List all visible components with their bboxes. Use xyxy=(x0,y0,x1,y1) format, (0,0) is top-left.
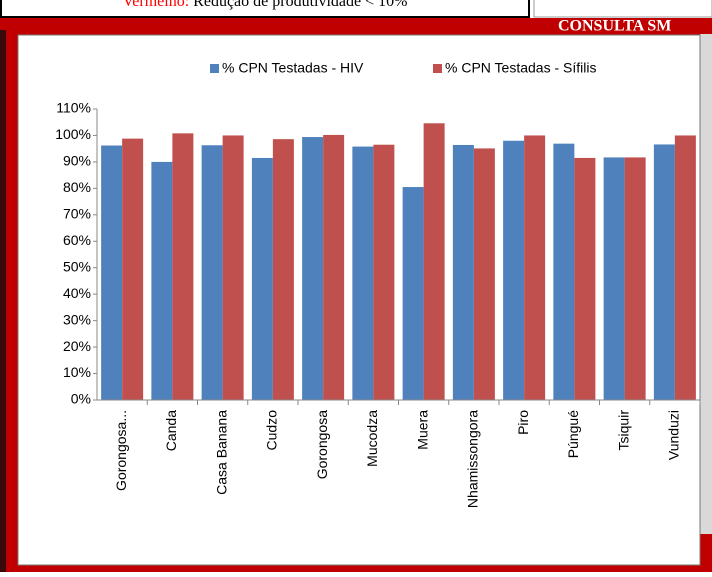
bar xyxy=(674,135,696,401)
y-tick-label: 110% xyxy=(56,100,91,116)
bar xyxy=(402,187,424,400)
bar xyxy=(473,148,495,400)
bar xyxy=(222,135,244,401)
y-tick-label: 40% xyxy=(63,285,91,301)
x-tick-label: Gorongosa xyxy=(314,410,330,479)
y-tick-label: 70% xyxy=(63,206,91,222)
x-tick-label: Púngué xyxy=(565,410,581,458)
bar xyxy=(101,145,123,400)
note-label: Vermelho: xyxy=(123,0,190,10)
bar xyxy=(201,145,223,400)
bar xyxy=(503,140,525,400)
bar xyxy=(624,157,646,400)
bar xyxy=(603,157,625,400)
bar xyxy=(653,144,675,400)
x-tick-label: Muera xyxy=(414,410,430,450)
bar xyxy=(524,135,546,401)
x-tick-label: Cudzo xyxy=(264,410,280,451)
y-tick-label: 100% xyxy=(55,126,91,142)
bar xyxy=(151,161,173,400)
note: Vermelho: Redução de produtividade < 10% xyxy=(123,0,408,10)
x-tick-label: Nhamissongora xyxy=(465,410,481,508)
x-tick-label: Piro xyxy=(515,410,531,435)
bar xyxy=(251,157,273,400)
side-panel xyxy=(700,34,712,534)
bar xyxy=(302,137,324,401)
legend-label: % CPN Testadas - Sífilis xyxy=(445,60,596,76)
bar xyxy=(172,133,194,400)
legend-swatch xyxy=(210,64,219,73)
y-tick-label: 10% xyxy=(63,364,91,380)
banner: CONSULTA SM xyxy=(558,18,671,35)
bar xyxy=(122,138,144,400)
bar xyxy=(352,146,374,400)
bar xyxy=(574,157,596,400)
x-tick-label: Canda xyxy=(163,410,179,451)
bar xyxy=(553,143,575,400)
x-tick-label: Vunduzi xyxy=(666,410,682,460)
legend-label: % CPN Testadas - HIV xyxy=(222,60,364,76)
y-tick-label: 90% xyxy=(63,153,91,169)
x-tick-label: Mucodza xyxy=(364,410,380,467)
bar xyxy=(452,144,474,400)
bar xyxy=(272,139,294,400)
x-tick-label: Casa Banana xyxy=(213,410,229,495)
x-tick-label: Tsiquir xyxy=(615,410,631,451)
y-tick-label: 50% xyxy=(63,258,91,274)
y-tick-label: 30% xyxy=(63,311,91,327)
y-tick-label: 80% xyxy=(63,179,91,195)
note-text: Redução de produtividade < 10% xyxy=(193,0,407,10)
x-tick-label: Gorongosa... xyxy=(113,410,129,491)
y-tick-label: 0% xyxy=(71,391,91,407)
note-box xyxy=(0,0,530,18)
legend-swatch xyxy=(433,64,442,73)
bar xyxy=(423,123,445,400)
side-box xyxy=(533,0,712,18)
bar xyxy=(373,144,395,400)
y-tick-label: 60% xyxy=(63,232,91,248)
bar xyxy=(323,134,345,400)
y-tick-label: 20% xyxy=(63,338,91,354)
left-edge xyxy=(0,30,6,572)
